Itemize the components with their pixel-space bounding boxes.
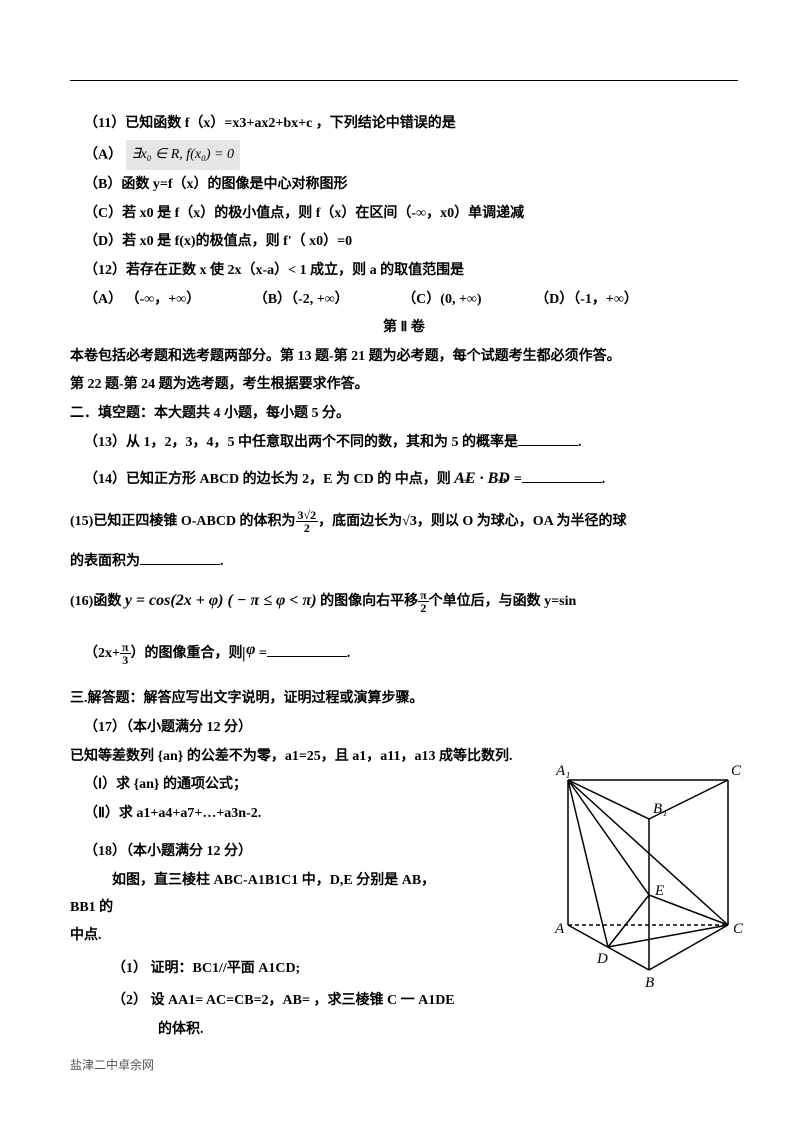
q16-frac2: π3 bbox=[120, 641, 131, 666]
q12-options: （A） （-∞，+∞） （B）（-2, +∞） （C）(0, +∞) （D）（-… bbox=[70, 287, 738, 314]
q11-C: （C）若 x0 是 f（x）的极小值点，则 f（x）在区间（-∞，x0）单调递减 bbox=[70, 201, 738, 228]
q18-stem: 如图，直三棱柱 ABC-A1B1C1 中，D,E 分别是 AB，BB1 的 bbox=[70, 868, 460, 921]
q16-b: 的图像向右平移 bbox=[320, 594, 418, 609]
q18-p2b: 的体积. bbox=[70, 1017, 460, 1044]
q13-blank bbox=[518, 431, 578, 446]
q16-formula: y = cos(2x + φ) ( − π ≤ φ < π) bbox=[125, 592, 317, 609]
q11-A-label: （A） bbox=[84, 147, 122, 162]
q16-blank bbox=[267, 642, 347, 657]
q17-title: （17）（本小题满分 12 分） bbox=[70, 715, 738, 742]
q16-frac1: π2 bbox=[418, 589, 429, 614]
lbl-B: B bbox=[645, 975, 654, 990]
q11-stem: （11）已知函数 f（x）=x3+ax2+bx+c ，下列结论中错误的是 bbox=[70, 111, 738, 138]
q15-line1: (15)已知正四棱锥 O-ABCD 的体积为3√22，底面边长为√3，则以 O … bbox=[70, 509, 738, 536]
q12-B: （B）（-2, +∞） bbox=[254, 287, 349, 314]
q14: （14）已知正方形 ABCD 的边长为 2，E 为 CD 的 中点，则 → → … bbox=[70, 464, 738, 494]
q15-b: ，底面边长为√3，则以 O 为球心，OA 为半径的球 bbox=[318, 514, 626, 529]
q11-A: （A） ∃x₀ ∈ R, f(x₀) = 0 bbox=[70, 140, 738, 171]
q16-line2: （2x+π3）的图像重合，则 |φ =. bbox=[70, 638, 738, 668]
footer: 盐津二中卓余网 bbox=[70, 1054, 154, 1077]
q13-text: （13）从 1，2，3，4，5 中任意取出两个不同的数，其和为 5 的概率是 bbox=[84, 435, 518, 450]
section2-title: 第 Ⅱ 卷 bbox=[70, 315, 738, 342]
q16-phi: |φ bbox=[246, 641, 255, 658]
section2-desc1: 本卷包括必考题和选考题两部分。第 13 题-第 21 题为必考题，每个试题考生都… bbox=[70, 344, 738, 371]
q15-line2: 的表面积为. bbox=[70, 549, 738, 576]
q14-eq: = bbox=[514, 472, 522, 487]
q18-title: （18）（本小题满分 12 分） bbox=[70, 839, 460, 866]
q16-a: (16)函数 bbox=[70, 594, 121, 609]
lbl-A: A bbox=[554, 921, 565, 937]
q18-p2a: （2） 设 AA1= AC=CB=2，AB= ，求三棱锥 C 一 A1DE bbox=[70, 988, 460, 1015]
lbl-C: C bbox=[733, 921, 743, 937]
q16-line1: (16)函数 y = cos(2x + φ) ( − π ≤ φ < π) 的图… bbox=[70, 586, 738, 616]
q15-frac: 3√22 bbox=[296, 509, 319, 534]
q16-d: （2x+ bbox=[84, 646, 120, 661]
q16-c: 个单位后，与函数 y=sin bbox=[429, 594, 577, 609]
lbl-B1: B₁ bbox=[653, 801, 667, 817]
prism-figure: A₁ C₁ B₁ A C B D E bbox=[553, 755, 743, 990]
q18-stem2: 中点. bbox=[70, 923, 460, 950]
q12-stem: （12）若存在正数 x 使 2x（x-a）< 1 成立，则 a 的取值范围是 bbox=[70, 258, 738, 285]
q11-A-formula: ∃x₀ ∈ R, f(x₀) = 0 bbox=[126, 140, 240, 171]
q12-A: （A） （-∞，+∞） bbox=[84, 287, 200, 314]
lbl-A1: A₁ bbox=[555, 763, 570, 779]
top-rule bbox=[70, 80, 738, 81]
lbl-C1: C₁ bbox=[731, 763, 743, 779]
section2-desc2: 第 22 题-第 24 题为选考题，考生根据要求作答。 bbox=[70, 372, 738, 399]
q14-blank bbox=[522, 468, 602, 483]
q12-C: （C）(0, +∞) bbox=[402, 287, 481, 314]
q14-vec: → → AE · BD bbox=[454, 470, 514, 487]
lbl-D: D bbox=[596, 951, 608, 967]
fill-header: 二．填空题：本大题共 4 小题，每小题 5 分。 bbox=[70, 401, 738, 428]
q16-f: = bbox=[259, 646, 267, 661]
lbl-E: E bbox=[654, 883, 664, 899]
q16-e: ）的图像重合，则 bbox=[131, 646, 243, 661]
q14-a: （14）已知正方形 ABCD 的边长为 2，E 为 CD 的 中点，则 bbox=[84, 472, 451, 487]
q15-blank bbox=[140, 550, 220, 565]
q18-p1: （1） 证明：BC1//平面 A1CD; bbox=[70, 956, 460, 983]
q15-c: 的表面积为 bbox=[70, 554, 140, 569]
q11-D: （D）若 x0 是 f(x)的极值点，则 f'（ x0）=0 bbox=[70, 229, 738, 256]
q13: （13）从 1，2，3，4，5 中任意取出两个不同的数，其和为 5 的概率是. bbox=[70, 430, 738, 457]
q18-stem1: 如图，直三棱柱 ABC-A1B1C1 中，D,E 分别是 AB，BB1 的 bbox=[70, 873, 435, 915]
q11-B: （B）函数 y=f（x）的图像是中心对称图形 bbox=[70, 172, 738, 199]
q15-a: (15)已知正四棱锥 O-ABCD 的体积为 bbox=[70, 514, 296, 529]
q12-D: （D）（-1，+∞） bbox=[535, 287, 638, 314]
answer-header: 三.解答题：解答应写出文字说明，证明过程或演算步骤。 bbox=[70, 686, 738, 713]
